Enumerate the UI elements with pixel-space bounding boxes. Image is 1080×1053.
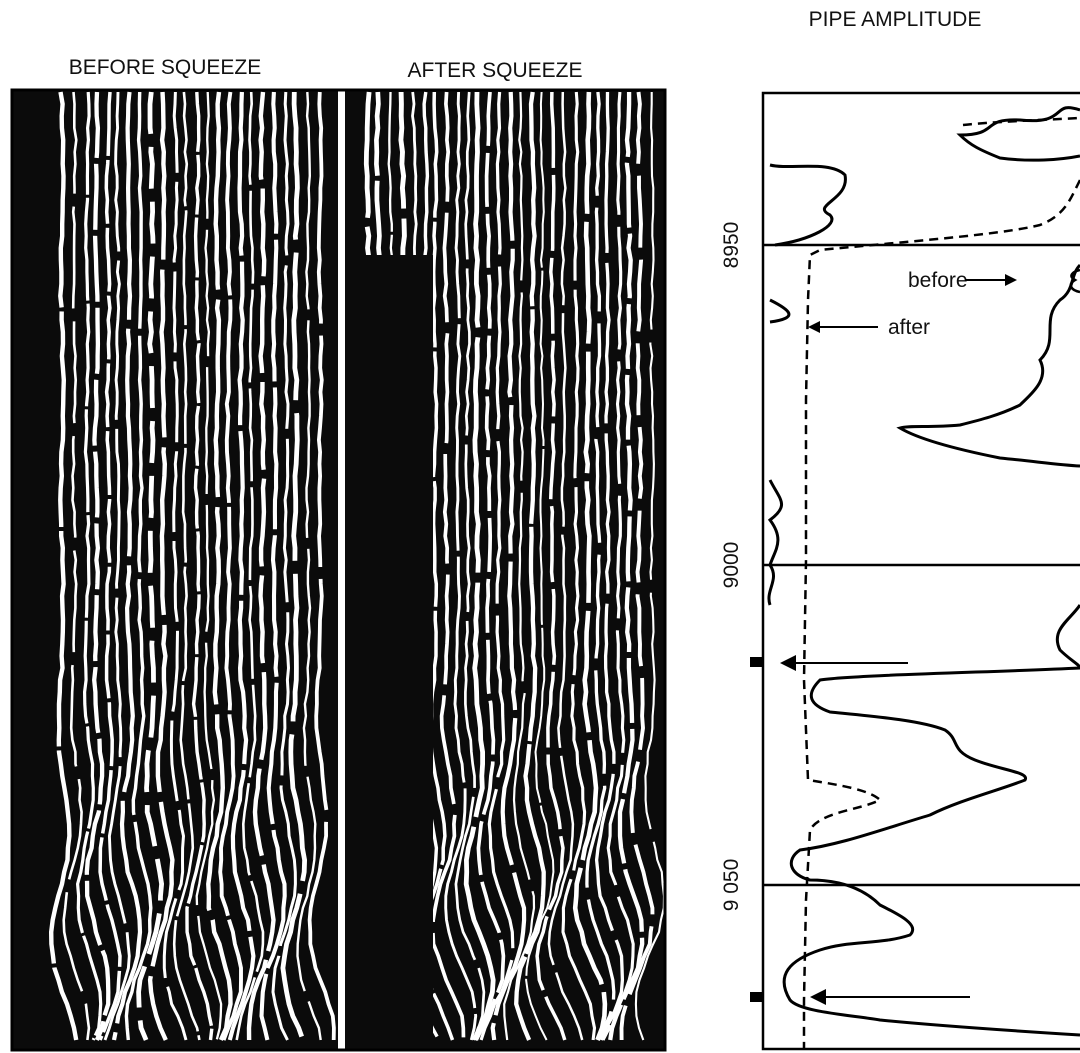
arrowhead	[780, 655, 796, 671]
seismic-trace	[195, 91, 223, 1041]
solid-curve	[767, 163, 1080, 1037]
seismic-trace	[218, 91, 243, 1041]
seismic-trace	[547, 91, 584, 1041]
seismic-trace	[514, 91, 546, 1041]
seismic-trace	[503, 91, 536, 1041]
solid-curve	[1069, 268, 1080, 294]
seismic-trace	[271, 91, 297, 1041]
seismic-trace	[418, 91, 455, 1041]
arrowhead	[1005, 274, 1017, 286]
seismic-trace	[246, 91, 276, 1041]
seismic-trace	[185, 91, 214, 1041]
panel-frame	[10, 88, 667, 1052]
dashed-curve	[802, 179, 1080, 1050]
log-frame	[761, 91, 1080, 1051]
log-track: 8950 9000 9 050 before after	[720, 91, 1080, 1051]
seismic-trace	[75, 91, 103, 1041]
solid-curve	[956, 106, 1080, 162]
seismic-trace	[172, 91, 201, 1041]
seismic-trace	[572, 91, 608, 1041]
depth-label: 9 050	[720, 859, 743, 912]
depth-label: 9000	[720, 542, 743, 589]
annotation: before	[908, 269, 968, 292]
seismic-trace	[634, 92, 666, 1041]
dashed-curve	[962, 116, 1080, 127]
panel-gap	[338, 90, 345, 1050]
marker	[750, 657, 762, 667]
panel-title: AFTER SQUEEZE	[407, 59, 582, 82]
seismic-panels	[12, 90, 666, 1050]
seismic-trace	[431, 91, 466, 1041]
seismic-trace	[84, 91, 111, 1041]
log-title: PIPE AMPLITUDE	[809, 8, 982, 31]
seismic-trace	[136, 91, 165, 1041]
seismic-trace	[479, 91, 515, 1041]
seismic-trace	[490, 91, 527, 1041]
arrowhead	[810, 989, 826, 1005]
seismic-trace	[103, 91, 131, 1041]
marker	[750, 992, 762, 1002]
seismic-trace	[535, 91, 567, 1041]
seismic-trace	[561, 91, 597, 1041]
seismic-trace	[474, 91, 506, 1041]
seismic-trace	[296, 91, 322, 1041]
dark-zone	[348, 255, 433, 1050]
seismic-trace	[454, 91, 486, 1041]
depth-label: 8950	[720, 222, 743, 269]
seismic-trace	[162, 91, 188, 1041]
seismic-trace	[463, 91, 496, 1041]
seismic-trace	[48, 91, 79, 1041]
seismic-trace	[594, 91, 625, 1041]
seismic-trace	[525, 91, 555, 1041]
seismic-trace	[98, 91, 122, 1041]
seismic-trace	[147, 91, 175, 1041]
seismic-trace	[111, 91, 143, 1041]
seismic-trace	[444, 91, 478, 1041]
seismic-trace	[124, 91, 153, 1041]
panel-title: BEFORE SQUEEZE	[69, 56, 262, 79]
seismic-trace	[227, 91, 256, 1041]
seismic-trace	[585, 91, 616, 1041]
annotation: after	[888, 316, 930, 339]
seismic-trace	[619, 91, 655, 1041]
seismic-trace	[608, 92, 645, 1041]
seismic-trace	[601, 91, 635, 1041]
seismic-trace	[206, 91, 233, 1041]
seismic-trace	[62, 91, 91, 1041]
seismic-trace	[235, 91, 265, 1041]
arrowhead	[808, 321, 820, 333]
seismic-trace	[307, 91, 336, 1041]
seismic-trace	[259, 91, 287, 1041]
